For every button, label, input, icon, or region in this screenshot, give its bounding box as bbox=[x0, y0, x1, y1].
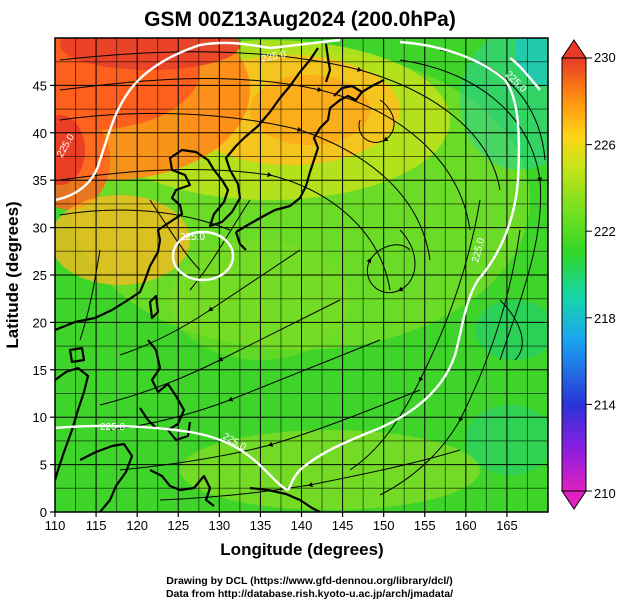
y-tick-label: 45 bbox=[33, 78, 47, 93]
y-tick-label: 40 bbox=[33, 126, 47, 141]
colorbar-tick-label: 226 bbox=[594, 138, 616, 153]
x-axis-label: Longitude (degrees) bbox=[220, 540, 383, 559]
contour-225 bbox=[55, 38, 541, 492]
x-tick-label: 165 bbox=[496, 518, 518, 533]
x-tick-label: 160 bbox=[455, 518, 477, 533]
x-tick-label: 115 bbox=[86, 518, 107, 533]
x-tick-label: 145 bbox=[332, 518, 354, 533]
colorbar-bar bbox=[561, 57, 587, 492]
colorbar: 230 226 222 218 214 210 bbox=[561, 39, 616, 510]
chart-title: GSM 00Z13Aug2024 (200.0hPa) bbox=[144, 8, 456, 31]
colorbar-tick-label: 222 bbox=[594, 224, 616, 239]
x-tick-label: 135 bbox=[250, 518, 272, 533]
contour-label: 225.0 bbox=[180, 232, 205, 243]
streamlines bbox=[59, 49, 546, 501]
y-tick-label: 25 bbox=[33, 268, 47, 283]
x-axis-ticks: 110 115 120 125 130 135 140 145 150 155 160 165 bbox=[45, 512, 518, 533]
contour-labels: 225.0 225.0 225.0 225.0 225.0 225.0 225.… bbox=[55, 49, 529, 453]
y-axis-label: Latitude (degrees) bbox=[3, 201, 22, 348]
colorbar-top-triangle bbox=[561, 39, 587, 59]
y-tick-label: 0 bbox=[40, 505, 47, 520]
lat-lon-grid bbox=[55, 38, 548, 512]
y-axis-ticks: 0 5 10 15 20 25 30 35 40 45 bbox=[33, 78, 55, 520]
y-tick-label: 5 bbox=[40, 458, 47, 473]
colorbar-tick-label: 214 bbox=[594, 397, 616, 412]
colorbar-tick-label: 230 bbox=[594, 50, 616, 65]
colorbar-tick-label: 218 bbox=[594, 311, 616, 326]
credit-data: Data from http://database.rish.kyoto-u.a… bbox=[165, 588, 454, 600]
colorbar-tick-label: 210 bbox=[594, 486, 616, 501]
credit-drawing: Drawing by DCL (https://www.gfd-dennou.o… bbox=[166, 575, 453, 587]
x-tick-label: 140 bbox=[291, 518, 313, 533]
x-tick-label: 155 bbox=[414, 518, 436, 533]
y-tick-label: 15 bbox=[33, 363, 47, 378]
contour-label: 225.0 bbox=[260, 49, 287, 65]
y-tick-label: 30 bbox=[33, 221, 47, 236]
x-tick-label: 125 bbox=[167, 518, 189, 533]
y-tick-label: 20 bbox=[33, 315, 47, 330]
temperature-field bbox=[55, 38, 548, 512]
colorbar-bottom-triangle bbox=[561, 490, 587, 510]
contour-label: 225.0 bbox=[100, 422, 125, 433]
x-tick-label: 150 bbox=[373, 518, 395, 533]
x-tick-label: 120 bbox=[126, 518, 148, 533]
x-tick-label: 110 bbox=[45, 518, 66, 533]
coastlines bbox=[55, 43, 385, 512]
y-tick-label: 10 bbox=[33, 410, 47, 425]
x-tick-label: 130 bbox=[208, 518, 230, 533]
y-tick-label: 35 bbox=[33, 173, 47, 188]
